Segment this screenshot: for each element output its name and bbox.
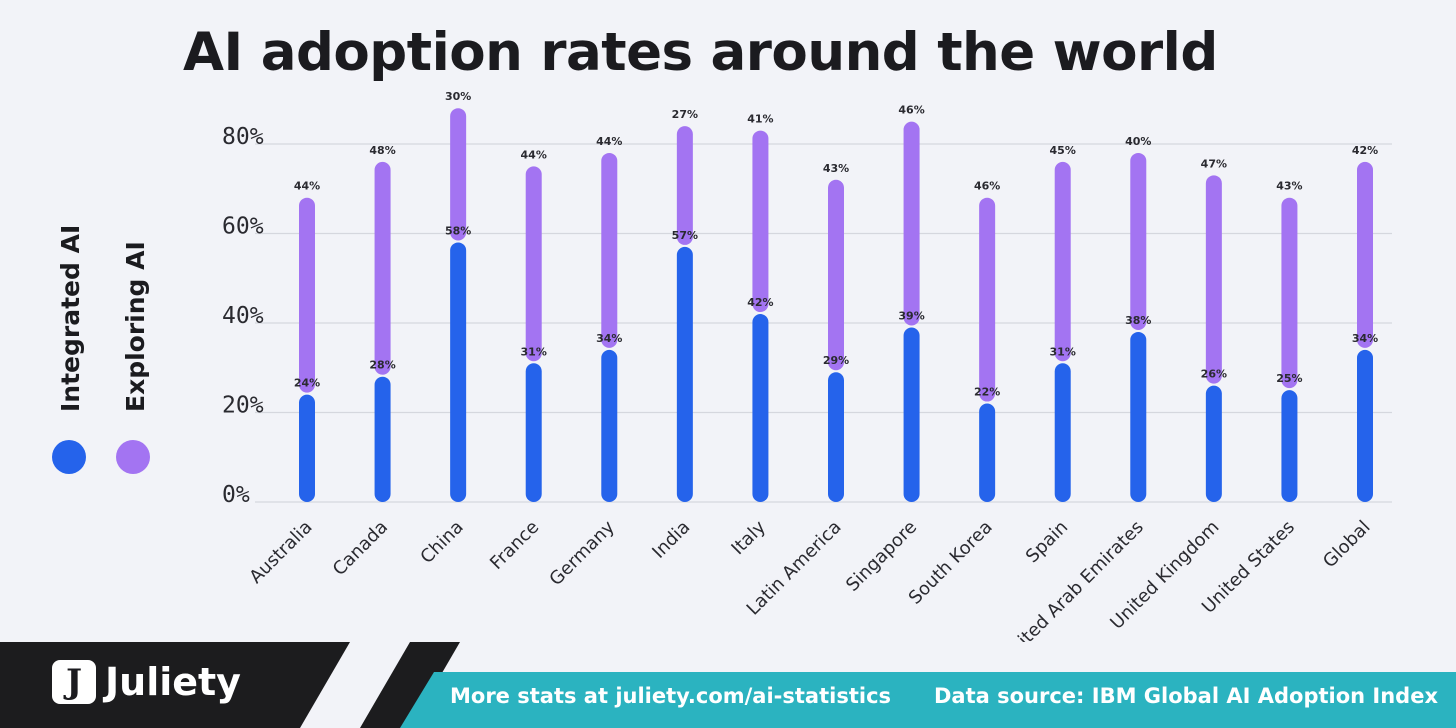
data-label-exploring: 43%: [823, 162, 849, 175]
data-label-exploring: 41%: [747, 113, 773, 126]
data-label-integrated: 34%: [596, 332, 622, 345]
bar-exploring: [299, 197, 315, 393]
juliety-logo-icon: J: [52, 660, 96, 704]
y-tick-label: 20%: [222, 393, 264, 419]
x-tick-label: France: [486, 517, 543, 574]
y-tick-label: 80%: [222, 124, 264, 150]
data-label-integrated: 26%: [1201, 368, 1227, 381]
data-label-exploring: 48%: [369, 144, 395, 157]
bar-exploring: [979, 197, 996, 402]
bar-exploring: [450, 108, 467, 241]
bar-integrated: [1205, 385, 1222, 502]
bar-integrated: [1054, 363, 1071, 502]
data-label-integrated: 39%: [898, 309, 924, 322]
bar-exploring: [1054, 161, 1071, 362]
bar-exploring: [374, 161, 391, 375]
legend-label-exploring: Exploring AI: [121, 241, 150, 412]
bar-integrated: [1281, 390, 1298, 502]
legend-label-integrated: Integrated AI: [56, 224, 85, 412]
data-label-exploring: 43%: [1276, 180, 1302, 193]
data-label-integrated: 31%: [521, 345, 547, 358]
legend-dot-integrated: [52, 440, 86, 474]
data-label-exploring: 42%: [1352, 144, 1378, 157]
data-label-exploring: 44%: [596, 135, 622, 148]
data-label-integrated: 42%: [747, 296, 773, 309]
data-label-exploring: 47%: [1201, 157, 1227, 170]
bar-integrated: [676, 246, 693, 502]
data-label-integrated: 38%: [1125, 314, 1151, 327]
data-label-integrated: 57%: [672, 229, 698, 242]
data-label-exploring: 46%: [898, 104, 924, 117]
bar-integrated: [601, 349, 618, 502]
bar-integrated: [525, 363, 542, 502]
stats-link[interactable]: More stats at juliety.com/ai-statistics: [450, 684, 892, 708]
bar-exploring: [1205, 175, 1222, 384]
chart-area: 0% 20% 40% 60% 80% 24% 44% Australia 28% 48% Canad…: [222, 90, 1392, 642]
data-label-integrated: 58%: [445, 224, 471, 237]
bar-exploring: [752, 130, 769, 313]
data-label-exploring: 40%: [1125, 135, 1151, 148]
data-label-exploring: 44%: [294, 180, 320, 193]
data-label-exploring: 45%: [1050, 144, 1076, 157]
data-label-integrated: 24%: [294, 377, 320, 390]
bar-exploring: [1130, 152, 1147, 330]
data-label-integrated: 34%: [1352, 332, 1378, 345]
data-label-integrated: 22%: [974, 386, 1000, 399]
brand-name: Juliety: [105, 660, 241, 704]
x-tick-label: Spain: [1022, 517, 1072, 567]
bar-integrated: [903, 327, 920, 502]
bar-integrated: [1130, 331, 1147, 502]
data-source: Data source: IBM Global AI Adoption Inde…: [934, 684, 1438, 708]
bar-exploring: [601, 152, 618, 348]
data-label-integrated: 31%: [1050, 345, 1076, 358]
bar-exploring: [828, 179, 844, 371]
bar-exploring: [676, 126, 693, 245]
y-tick-label: 0%: [222, 482, 250, 508]
x-tick-label: Germany: [545, 516, 619, 590]
x-tick-label: Italy: [727, 516, 770, 559]
footer-slash: [300, 642, 410, 728]
bar-exploring: [903, 121, 920, 326]
data-label-integrated: 29%: [823, 354, 849, 367]
bar-exploring: [1281, 197, 1298, 389]
bar-integrated: [752, 314, 769, 502]
y-tick-label: 40%: [222, 303, 264, 329]
data-label-integrated: 28%: [369, 359, 395, 372]
data-label-exploring: 44%: [521, 148, 547, 161]
bar-integrated: [1357, 349, 1373, 502]
bar-integrated: [450, 242, 467, 502]
y-tick-label: 60%: [222, 214, 264, 240]
x-tick-label: Australia: [245, 517, 316, 588]
x-tick-label: Canada: [329, 517, 392, 580]
bar-integrated: [299, 394, 315, 502]
bar-integrated: [979, 403, 996, 502]
x-tick-label: China: [416, 517, 467, 568]
x-tick-label: Singapore: [842, 517, 921, 596]
footer-banner: [0, 642, 1456, 728]
bar-exploring: [1357, 161, 1373, 348]
data-label-integrated: 25%: [1276, 372, 1302, 385]
legend-dot-exploring: [116, 440, 150, 474]
data-label-exploring: 30%: [445, 90, 471, 103]
x-tick-label: India: [648, 517, 694, 563]
chart-title: AI adoption rates around the world: [183, 22, 1218, 83]
x-tick-label: Global: [1319, 517, 1374, 572]
bar-integrated: [374, 376, 391, 502]
data-label-exploring: 27%: [672, 108, 698, 121]
bar-integrated: [828, 372, 844, 502]
data-label-exploring: 46%: [974, 180, 1000, 193]
footer-teal-band: [400, 672, 1456, 728]
bar-exploring: [525, 166, 542, 362]
